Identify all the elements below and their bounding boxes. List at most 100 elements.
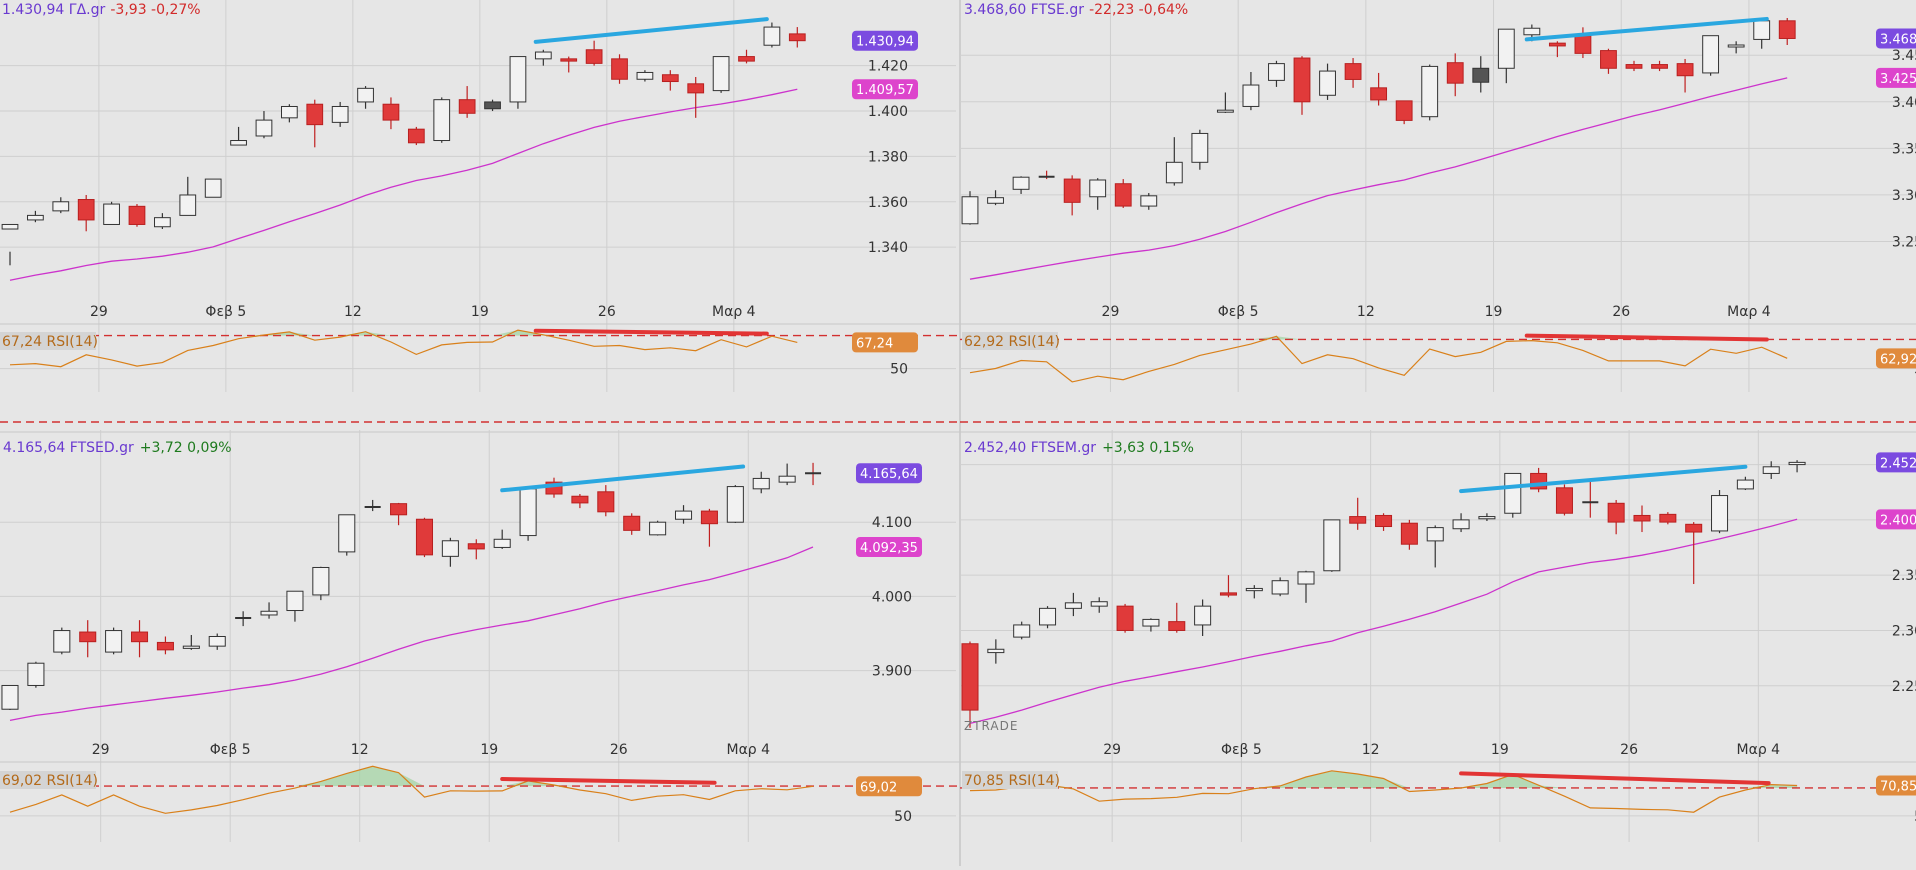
- candle: [52, 197, 70, 214]
- candle-body: [1194, 605, 1212, 626]
- last-price-tag: 4.165,64: [856, 463, 922, 484]
- candle-body: [738, 56, 755, 62]
- candle: [661, 70, 679, 91]
- candle-body: [105, 630, 123, 653]
- candle: [1140, 193, 1158, 210]
- candle-body: [1245, 587, 1263, 592]
- rsi-value-tag-bg: [856, 776, 922, 797]
- candle: [1582, 481, 1599, 518]
- candle: [1191, 129, 1209, 170]
- candle: [1555, 484, 1573, 516]
- candle-body: [1676, 63, 1694, 77]
- candle-body: [1349, 516, 1367, 524]
- rsi-value-tag: 70,85: [1876, 775, 1916, 796]
- moving-average-tag: 2.400,47: [1876, 509, 1916, 530]
- chart-panel-2: 3.250 3.300 3.350 3.400 3.450 29 Φεβ 5 12 19 26 Μα…: [960, 0, 1916, 423]
- candle: [623, 513, 641, 535]
- time-axis-label: 26: [610, 742, 628, 758]
- candle: [1633, 505, 1651, 533]
- candle-body: [467, 543, 485, 550]
- candle: [571, 494, 589, 509]
- rsi-label-bg: [962, 332, 1058, 350]
- candle-body: [204, 178, 222, 198]
- candle-body: [286, 590, 304, 612]
- rsi-line: [969, 335, 1788, 383]
- candle: [1762, 461, 1780, 479]
- candle: [1504, 472, 1522, 518]
- candle: [738, 49, 755, 64]
- candle-body: [280, 105, 298, 119]
- candle-body: [306, 103, 324, 126]
- moving-average-tag-bg: [1876, 67, 1916, 88]
- candle-body: [1089, 179, 1107, 198]
- rsi-trend-line: [1524, 333, 1769, 342]
- candle-body: [1293, 57, 1311, 103]
- candle-body: [1497, 28, 1515, 69]
- price-trend-line: [533, 17, 769, 44]
- last-price-tag-bg: [1876, 452, 1916, 473]
- candle-body: [1323, 519, 1341, 572]
- candle-body: [1625, 64, 1643, 69]
- rsi-value-tag-bg: [852, 332, 918, 353]
- moving-average-line: [9, 546, 814, 722]
- candle: [1375, 513, 1393, 531]
- time-axis-label: Φεβ 5: [205, 304, 246, 320]
- candle: [407, 126, 425, 146]
- candle: [509, 56, 527, 109]
- chart-panel-1: 1.340 1.360 1.380 1.400 1.420 29 Φεβ 5 12 19 26 Μα…: [0, 0, 960, 423]
- candle-body: [312, 566, 330, 596]
- candle: [585, 40, 603, 66]
- candle: [1727, 41, 1745, 54]
- candle: [687, 76, 705, 118]
- time-axis-label: 29: [92, 742, 110, 758]
- candle: [484, 99, 501, 112]
- candle-body: [179, 194, 197, 216]
- candle: [156, 636, 174, 655]
- candle: [79, 620, 97, 658]
- candle: [182, 635, 200, 650]
- candle-body: [611, 58, 628, 80]
- watermark: ZTRADE: [964, 719, 1018, 733]
- candle: [1625, 60, 1643, 72]
- candle-body: [415, 518, 434, 556]
- candle: [545, 477, 563, 498]
- candle: [1711, 490, 1729, 534]
- time-axis-label: 29: [90, 304, 108, 320]
- candle-body: [560, 58, 578, 62]
- candle: [1600, 48, 1617, 74]
- candle-body: [961, 643, 979, 711]
- candle: [312, 566, 330, 601]
- price-axis-label: 1.420: [868, 59, 908, 75]
- price-axis-label: 1.400: [868, 104, 908, 120]
- last-price-tag-text: 1.430,94: [856, 35, 914, 50]
- candle: [1089, 178, 1107, 210]
- candle: [1478, 513, 1496, 521]
- candle-body: [1472, 67, 1490, 83]
- candle-body: [1548, 42, 1566, 47]
- rsi-value-tag-text: 70,85: [1880, 780, 1916, 795]
- chart-title-change: -3,93 -0,27%: [110, 2, 200, 18]
- candle: [204, 178, 222, 198]
- time-axis-label: 26: [1612, 304, 1630, 320]
- moving-average-tag-bg: [856, 536, 922, 557]
- rsi-label: 69,02 RSI(14): [2, 773, 98, 789]
- candle-body: [597, 491, 615, 513]
- candle-body: [687, 83, 705, 94]
- candle-body: [1651, 64, 1668, 69]
- candle-body: [1523, 27, 1541, 36]
- candle: [27, 661, 45, 688]
- candle: [1168, 602, 1186, 633]
- candle-body: [182, 645, 200, 649]
- candle-body: [1478, 516, 1496, 520]
- candle: [726, 485, 744, 523]
- moving-average-line: [969, 518, 1798, 725]
- time-axis-label: 26: [1620, 742, 1638, 758]
- candle: [1446, 53, 1464, 97]
- last-price-tag-bg: [856, 463, 922, 484]
- candle: [27, 210, 44, 223]
- candle-body: [1446, 62, 1464, 84]
- moving-average-tag: 3.425,75: [1876, 67, 1916, 88]
- candle: [1426, 525, 1444, 568]
- candle: [1039, 606, 1057, 629]
